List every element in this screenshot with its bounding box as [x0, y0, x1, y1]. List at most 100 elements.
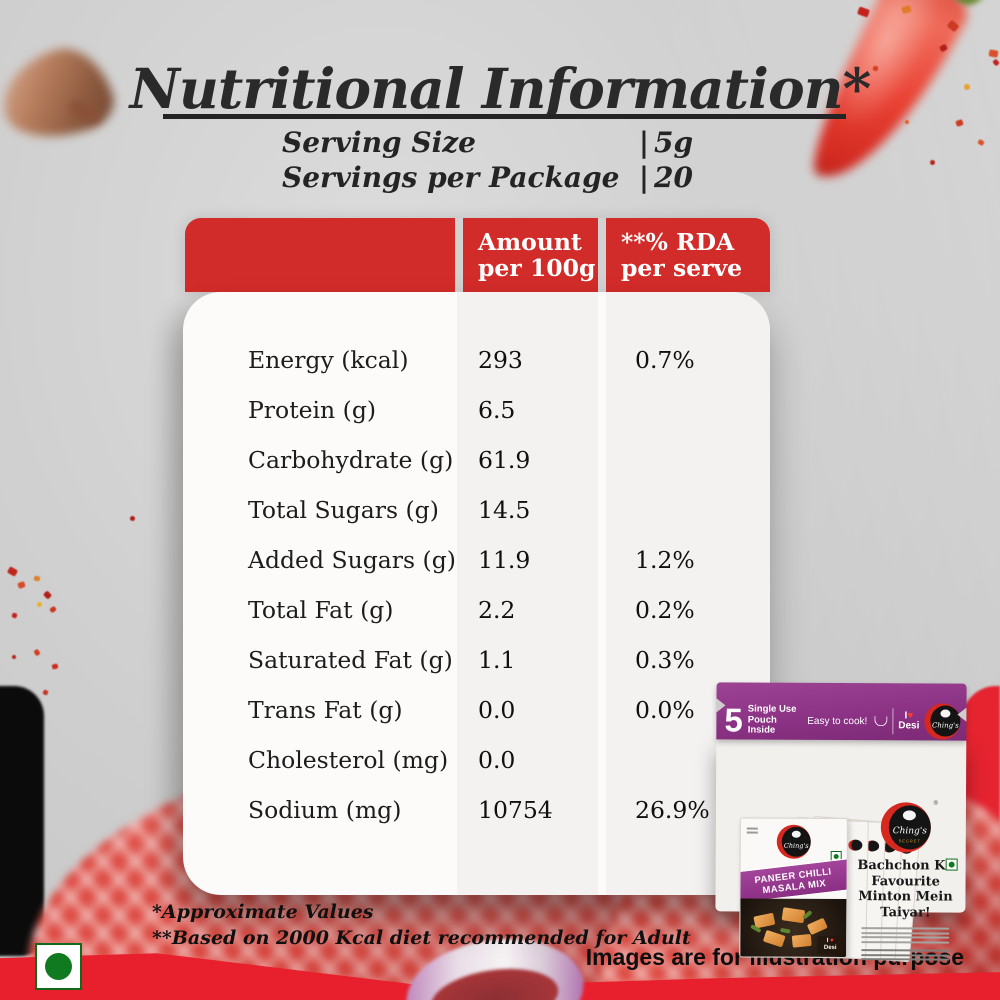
footnote-approximate: *Approximate Values — [152, 901, 374, 923]
amount-value: 11.9 — [478, 546, 531, 574]
amount-value: 293 — [478, 346, 523, 374]
pack-fineprint — [861, 927, 950, 961]
amount-value: 14.5 — [478, 496, 531, 524]
logo-white-blob — [791, 830, 801, 838]
col-header-amount: Amount per 100g — [478, 228, 596, 282]
paneer-chunk — [806, 917, 828, 936]
amount-value: 0.0 — [478, 746, 516, 774]
logo-sub-text: SECRET — [898, 838, 921, 844]
veg-dot — [45, 953, 72, 980]
heart-icon: ♥ — [830, 937, 834, 944]
chings-secret-logo: Ching's SECRET ® — [880, 800, 938, 853]
cook-bowl-icon — [874, 716, 888, 727]
amount-value: 10754 — [478, 796, 553, 824]
table-row: Trans Fat (g) 0.0 0.0% — [183, 685, 770, 735]
rda-value: 0.2% — [635, 596, 695, 624]
product-packshot: Ching's PANEER CHILLI MASALA MIX — [715, 682, 967, 963]
paneer-chunk — [791, 933, 812, 948]
serving-size-label: Serving Size — [282, 126, 476, 159]
title-underline — [163, 114, 846, 119]
logo-brand-text: Ching's — [892, 826, 927, 837]
table-rows: Energy (kcal) 293 0.7% Protein (g) 6.5 Carb… — [183, 335, 770, 835]
table-row: Added Sugars (g) 11.9 1.2% — [183, 535, 770, 585]
chili-flake — [930, 160, 935, 165]
nutrient-label: Total Sugars (g) — [248, 496, 439, 524]
nutrient-label: Total Fat (g) — [248, 596, 394, 624]
nutrient-label: Trans Fat (g) — [248, 696, 403, 724]
separator: | — [638, 161, 650, 194]
rda-value: 0.0% — [635, 696, 695, 724]
sachet-mark — [746, 827, 758, 830]
chings-logo: Ching's — [776, 824, 811, 859]
paneer-chunk — [781, 907, 806, 924]
veg-dot — [833, 853, 839, 859]
column-divider — [455, 218, 463, 292]
servings-per-package-label: Servings per Package — [282, 161, 620, 194]
logo-white-blob — [940, 709, 951, 718]
i-love-desi-logo: I♥ Desi — [898, 710, 920, 732]
capsicum-sliver — [780, 927, 791, 934]
col-header-rda: **% RDA per serve — [621, 228, 743, 282]
table-row: Carbohydrate (g) 61.9 — [183, 435, 770, 485]
pack-header-band: 5 Single Use Pouch Inside Easy to cook! … — [716, 682, 967, 741]
logo-brand-text: Ching's — [783, 841, 809, 850]
pack-right-panel: Ching's SECRET ® Bachchon Ka Favourite M… — [853, 800, 958, 961]
amount-value: 6.5 — [478, 396, 516, 424]
chings-logo: Ching's — [924, 703, 961, 740]
table-header: Amount per 100g **% RDA per serve — [185, 218, 770, 292]
easy-to-cook-text: Easy to cook! — [807, 715, 868, 727]
paneer-chunk — [762, 929, 786, 948]
column-divider — [598, 218, 606, 292]
pack-headline: Bachchon Ka Favourite Minton Mein Taiyar… — [857, 858, 954, 920]
nutrient-label: Carbohydrate (g) — [248, 446, 454, 474]
veg-dot — [948, 861, 955, 868]
separator: | — [638, 126, 650, 159]
registered-mark: ® — [933, 800, 938, 807]
table-row: Sodium (mg) 10754 26.9% — [183, 785, 770, 835]
pack-body: Ching's PANEER CHILLI MASALA MIX — [715, 739, 967, 963]
footnotes: *Approximate Values **Based on 2000 Kcal… — [152, 899, 691, 951]
table-row: Energy (kcal) 293 0.7% — [183, 335, 770, 385]
rda-value: 26.9% — [635, 796, 710, 824]
amount-value: 0.0 — [478, 696, 516, 724]
logo-brand-text: Ching's — [932, 721, 959, 730]
page-title: Nutritional Information* — [129, 56, 872, 121]
pouch-count: 5 — [724, 701, 743, 739]
serving-info: Serving Size | 5g Servings per Package |… — [282, 126, 693, 194]
veg-mark-icon — [945, 858, 958, 871]
pack-header-row: 5 Single Use Pouch Inside Easy to cook! … — [724, 701, 961, 740]
nutrient-label: Saturated Fat (g) — [248, 646, 453, 674]
chili-flake — [33, 575, 41, 582]
chili-flake — [37, 602, 42, 607]
bowl-rim-hole — [427, 961, 562, 1000]
pouch-text: Single Use Pouch Inside — [747, 703, 797, 736]
logo-white-blob — [902, 810, 916, 821]
veg-mark-icon — [35, 943, 82, 990]
table-row: Total Fat (g) 2.2 0.2% — [183, 585, 770, 635]
amount-value: 2.2 — [478, 596, 516, 624]
divider-line — [892, 708, 894, 735]
footnote-rda-basis: **Based on 2000 Kcal diet recommended fo… — [152, 927, 691, 949]
rda-value: 1.2% — [635, 546, 695, 574]
sachet-title-band: PANEER CHILLI MASALA MIX — [739, 857, 848, 904]
i-love-desi-logo: I ♥ Desi — [817, 935, 844, 955]
table-row: Saturated Fat (g) 1.1 0.3% — [183, 635, 770, 685]
nutrient-label: Protein (g) — [248, 396, 377, 424]
chili-flake — [964, 84, 970, 90]
dark-object — [0, 686, 44, 956]
nutrient-label: Cholesterol (mg) — [248, 746, 449, 774]
chili-flake — [130, 516, 135, 521]
amount-value: 1.1 — [478, 646, 516, 674]
sachet-front: Ching's PANEER CHILLI MASALA MIX — [739, 817, 848, 959]
rda-value: 0.3% — [635, 646, 695, 674]
rda-value: 0.7% — [635, 346, 695, 374]
amount-column-band — [457, 292, 598, 895]
table-row: Total Sugars (g) 14.5 — [183, 485, 770, 535]
nutrient-label: Sodium (mg) — [248, 796, 402, 824]
table-row: Protein (g) 6.5 — [183, 385, 770, 435]
chili-flake — [12, 655, 16, 659]
nutrition-table: Energy (kcal) 293 0.7% Protein (g) 6.5 Carb… — [183, 292, 770, 895]
nutrient-label: Energy (kcal) — [248, 346, 409, 374]
serving-size-value: 5g — [654, 126, 694, 159]
